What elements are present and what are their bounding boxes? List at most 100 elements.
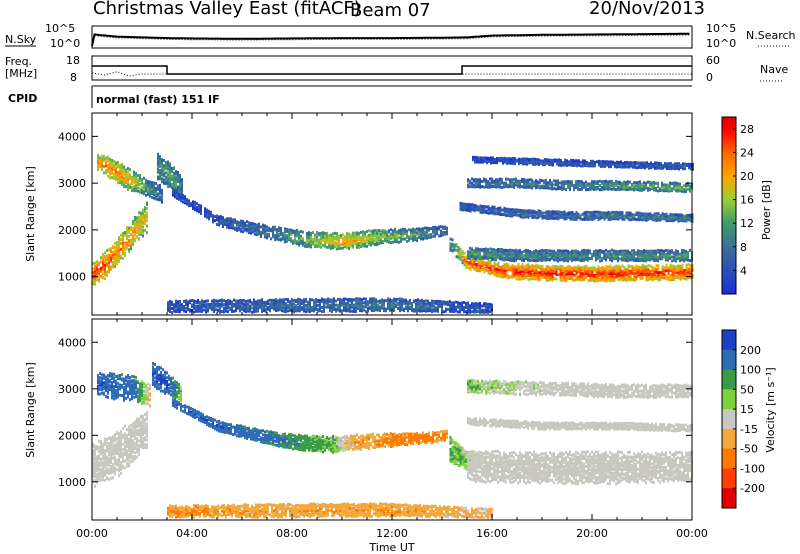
data-cell bbox=[92, 271, 94, 275]
data-cell bbox=[479, 248, 481, 252]
data-cell bbox=[216, 222, 218, 226]
data-cell bbox=[533, 269, 536, 273]
data-cell bbox=[339, 297, 341, 301]
data-cell bbox=[250, 231, 252, 235]
data-cell bbox=[238, 226, 240, 230]
data-cell bbox=[653, 217, 656, 221]
data-cell bbox=[273, 302, 275, 306]
data-cell bbox=[402, 227, 404, 231]
data-cell bbox=[685, 219, 688, 223]
data-cell bbox=[629, 257, 631, 261]
data-cell bbox=[274, 228, 276, 232]
data-cell bbox=[669, 275, 672, 279]
data-cell bbox=[471, 183, 473, 187]
data-cell bbox=[203, 300, 205, 304]
data-cell bbox=[294, 235, 296, 239]
data-cell bbox=[493, 267, 496, 271]
data-cell bbox=[111, 158, 113, 162]
data-cell bbox=[521, 215, 524, 219]
data-cell bbox=[671, 251, 673, 255]
data-cell bbox=[493, 261, 496, 265]
data-cell bbox=[374, 237, 376, 241]
data-cell bbox=[566, 159, 568, 163]
data-cell bbox=[617, 264, 620, 268]
data-cell bbox=[649, 180, 651, 184]
data-cell bbox=[287, 298, 289, 302]
data-cell bbox=[223, 303, 225, 307]
data-cell bbox=[629, 251, 631, 255]
data-cell bbox=[169, 174, 171, 178]
data-cell bbox=[489, 270, 492, 274]
data-cell bbox=[169, 178, 171, 182]
data-cell bbox=[361, 301, 363, 305]
data-cell bbox=[177, 173, 179, 177]
data-cell bbox=[146, 219, 148, 223]
data-cell bbox=[115, 175, 117, 178]
data-cell bbox=[647, 186, 649, 190]
data-cell bbox=[436, 230, 438, 234]
noise-tick-right-high: 10^5 bbox=[706, 22, 736, 35]
data-cell bbox=[155, 190, 157, 194]
data-cell bbox=[491, 268, 494, 272]
data-cell bbox=[332, 239, 334, 243]
data-cell bbox=[597, 265, 600, 269]
beam-label: Beam 07 bbox=[350, 0, 431, 21]
data-cell bbox=[444, 225, 446, 229]
data-cell bbox=[619, 210, 622, 214]
data-cell bbox=[463, 202, 466, 206]
data-cell bbox=[613, 257, 615, 261]
data-cell bbox=[463, 257, 466, 261]
data-cell bbox=[641, 182, 643, 186]
data-cell bbox=[256, 232, 258, 235]
data-cell bbox=[279, 298, 281, 302]
data-cell bbox=[400, 238, 402, 242]
data-cell bbox=[493, 185, 495, 188]
data-cell bbox=[231, 309, 233, 313]
data-cell bbox=[323, 303, 325, 307]
data-cell bbox=[537, 211, 540, 215]
data-cell bbox=[256, 229, 258, 233]
data-cell bbox=[372, 237, 374, 241]
data-cell bbox=[675, 257, 677, 261]
data-cell bbox=[669, 212, 672, 216]
data-cell bbox=[619, 277, 622, 281]
data-cell bbox=[316, 233, 318, 236]
data-cell bbox=[473, 255, 475, 258]
data-cell bbox=[372, 231, 374, 235]
data-cell bbox=[283, 302, 285, 306]
data-cell bbox=[344, 241, 346, 245]
data-cell bbox=[312, 242, 314, 246]
data-cell bbox=[189, 308, 191, 312]
data-cell bbox=[323, 307, 325, 311]
data-cell bbox=[370, 229, 372, 233]
data-cell bbox=[549, 269, 552, 273]
data-cell bbox=[119, 181, 121, 185]
data-cell bbox=[477, 261, 480, 265]
data-cell bbox=[519, 183, 521, 187]
data-cell bbox=[310, 241, 312, 245]
data-cell bbox=[609, 279, 612, 283]
data-cell bbox=[682, 162, 684, 166]
data-cell bbox=[677, 257, 679, 261]
data-cell bbox=[139, 189, 141, 193]
data-cell bbox=[627, 266, 630, 270]
data-cell bbox=[127, 177, 129, 181]
data-cell bbox=[649, 252, 651, 256]
data-cell bbox=[455, 255, 458, 259]
data-cell bbox=[577, 270, 580, 274]
data-cell bbox=[545, 182, 547, 186]
data-cell bbox=[563, 273, 566, 277]
data-cell bbox=[583, 217, 586, 221]
data-cell bbox=[635, 275, 638, 279]
data-cell bbox=[640, 161, 642, 165]
data-cell bbox=[383, 301, 385, 305]
data-cell bbox=[571, 272, 574, 275]
data-cell bbox=[665, 274, 668, 278]
data-cell bbox=[599, 277, 602, 281]
data-cell bbox=[529, 254, 531, 258]
data-cell bbox=[479, 263, 482, 267]
data-cell bbox=[545, 275, 548, 279]
data-cell bbox=[491, 271, 494, 275]
data-cell bbox=[523, 209, 526, 213]
data-cell bbox=[108, 248, 110, 252]
